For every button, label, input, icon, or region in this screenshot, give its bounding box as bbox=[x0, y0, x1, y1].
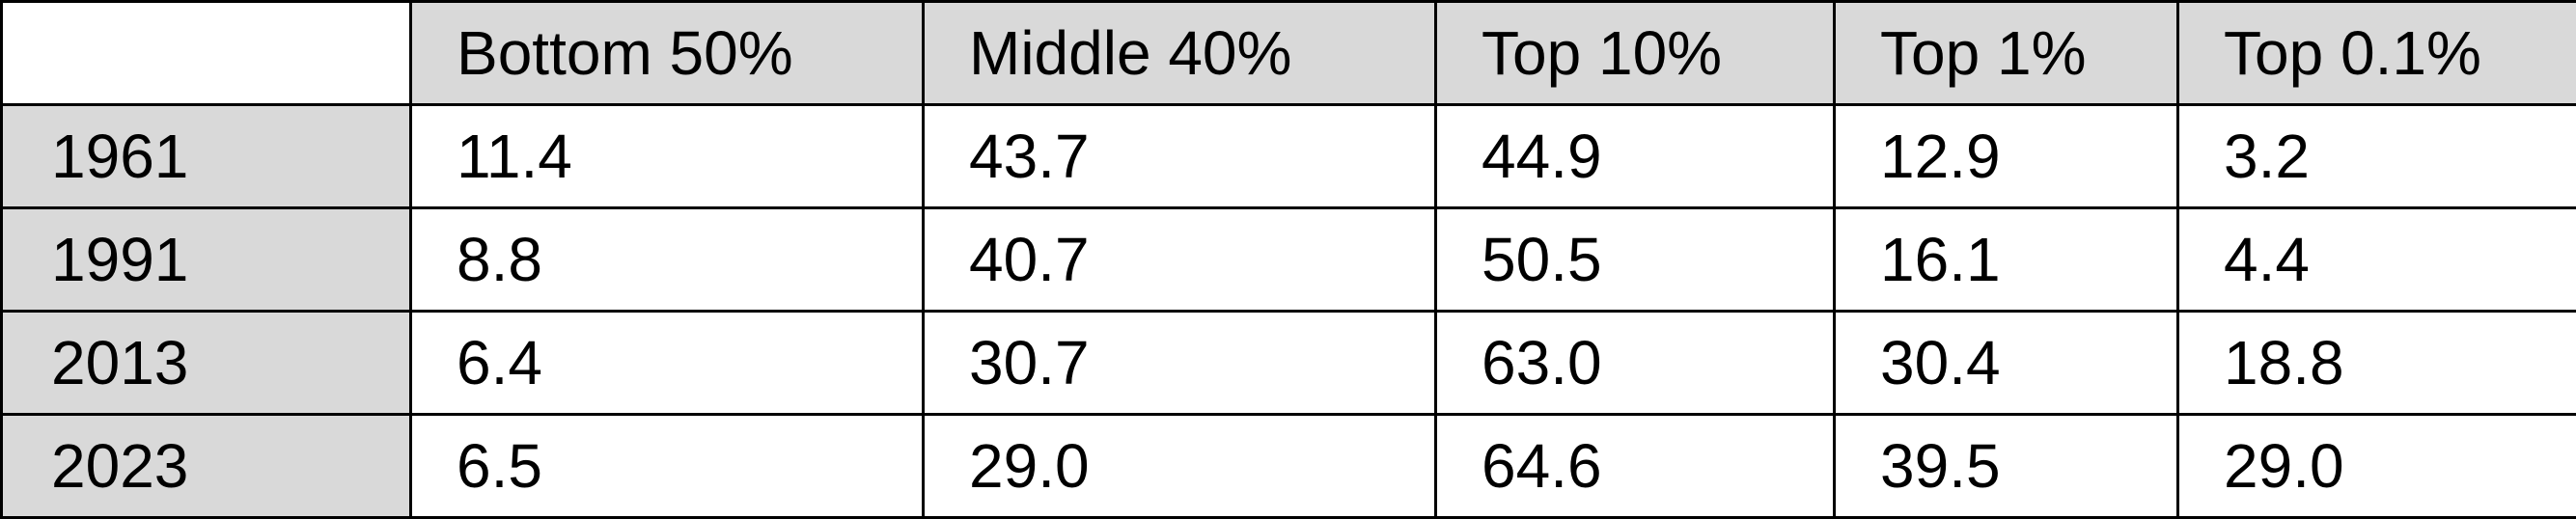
table-cell: 8.8 bbox=[411, 208, 924, 312]
corner-cell bbox=[2, 2, 411, 105]
column-header: Top 1% bbox=[1835, 2, 2178, 105]
table-cell: 30.7 bbox=[924, 312, 1436, 415]
table-cell: 12.9 bbox=[1835, 105, 2178, 208]
column-header: Top 0.1% bbox=[2178, 2, 2576, 105]
table-cell: 64.6 bbox=[1436, 415, 1835, 518]
row-header: 2013 bbox=[2, 312, 411, 415]
table-cell: 4.4 bbox=[2178, 208, 2576, 312]
table-cell: 6.5 bbox=[411, 415, 924, 518]
table-cell: 6.4 bbox=[411, 312, 924, 415]
row-header: 1991 bbox=[2, 208, 411, 312]
row-header: 2023 bbox=[2, 415, 411, 518]
table-cell: 30.4 bbox=[1835, 312, 2178, 415]
table-cell: 63.0 bbox=[1436, 312, 1835, 415]
table-cell: 50.5 bbox=[1436, 208, 1835, 312]
header-row: Bottom 50%Middle 40%Top 10%Top 1%Top 0.1… bbox=[2, 2, 2576, 105]
row-header: 1961 bbox=[2, 105, 411, 208]
table-cell: 39.5 bbox=[1835, 415, 2178, 518]
column-header: Middle 40% bbox=[924, 2, 1436, 105]
table-cell: 43.7 bbox=[924, 105, 1436, 208]
table-cell: 44.9 bbox=[1436, 105, 1835, 208]
table-cell: 3.2 bbox=[2178, 105, 2576, 208]
column-header: Bottom 50% bbox=[411, 2, 924, 105]
table-cell: 40.7 bbox=[924, 208, 1436, 312]
table-cell: 29.0 bbox=[924, 415, 1436, 518]
table-cell: 18.8 bbox=[2178, 312, 2576, 415]
table-cell: 16.1 bbox=[1835, 208, 2178, 312]
table-cell: 29.0 bbox=[2178, 415, 2576, 518]
column-header: Top 10% bbox=[1436, 2, 1835, 105]
table-cell: 11.4 bbox=[411, 105, 924, 208]
